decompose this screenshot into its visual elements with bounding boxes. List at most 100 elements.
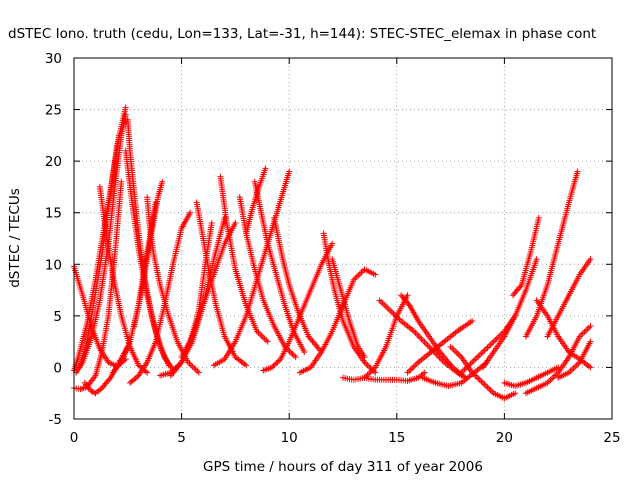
data-point <box>421 369 428 376</box>
x-tick-label: 20 <box>496 430 513 446</box>
y-tick-label: 10 <box>45 257 62 273</box>
data-point <box>329 240 336 247</box>
data-point <box>292 354 299 361</box>
data-series <box>157 214 228 379</box>
data-point <box>469 359 476 366</box>
data-point <box>118 178 125 185</box>
data-point <box>476 376 483 383</box>
data-point <box>415 332 422 339</box>
y-tick-label: 0 <box>53 360 62 376</box>
data-point <box>144 369 151 376</box>
data-point <box>512 390 519 397</box>
data-point <box>489 340 496 347</box>
data-point <box>574 168 581 175</box>
data-point <box>301 348 308 355</box>
data-point <box>271 361 278 368</box>
data-point <box>475 353 482 360</box>
data-point <box>421 339 428 346</box>
data-series <box>296 266 379 376</box>
data-series <box>320 230 379 376</box>
data-point <box>453 349 460 356</box>
data-point <box>122 104 129 111</box>
data-point <box>409 365 416 372</box>
data-point <box>286 168 293 175</box>
data-point <box>410 363 417 370</box>
data-series <box>81 343 131 397</box>
data-series <box>501 364 562 389</box>
x-tick-label: 15 <box>388 430 405 446</box>
data-point <box>486 343 493 350</box>
data-point <box>412 362 419 369</box>
data-point <box>487 341 494 348</box>
data-point <box>582 327 589 334</box>
data-series <box>260 240 336 374</box>
data-point <box>549 375 556 382</box>
data-point <box>258 332 265 339</box>
data-point <box>117 360 124 367</box>
data-point <box>547 376 554 383</box>
data-series <box>544 256 594 340</box>
data-point <box>232 220 239 227</box>
data-point <box>276 357 283 364</box>
data-point <box>417 334 424 341</box>
data-point <box>570 365 577 372</box>
data-point <box>195 369 202 376</box>
data-series <box>122 147 176 373</box>
data-point <box>404 369 411 376</box>
data-point <box>423 340 430 347</box>
data-point <box>473 354 480 361</box>
data-series <box>447 343 519 402</box>
data-point <box>413 360 420 367</box>
data-series <box>243 165 269 237</box>
data-point <box>159 178 166 185</box>
data-point <box>256 331 263 338</box>
data-point <box>262 165 269 172</box>
data-point <box>482 346 489 353</box>
data-point <box>387 307 394 314</box>
data-point <box>550 374 557 381</box>
data-point <box>382 303 389 310</box>
data-point <box>364 362 371 369</box>
data-point <box>376 297 383 304</box>
y-tick-label: 25 <box>45 103 62 119</box>
data-point <box>584 326 591 333</box>
data-point <box>134 373 141 380</box>
data-point <box>372 369 379 376</box>
data-point <box>385 306 392 313</box>
x-tick-label: 5 <box>177 430 186 446</box>
data-series <box>71 178 125 393</box>
data-point <box>194 368 201 375</box>
grid <box>74 58 612 419</box>
data-point <box>405 301 412 308</box>
data-series <box>77 104 129 369</box>
x-tick-label: 0 <box>70 430 79 446</box>
data-series <box>217 173 271 345</box>
data-point <box>492 337 499 344</box>
data-point <box>587 256 594 263</box>
data-point <box>412 329 419 336</box>
data-point <box>455 351 462 358</box>
data-point <box>372 271 379 278</box>
data-point <box>587 338 594 345</box>
data-series <box>522 323 594 397</box>
data-point <box>274 358 281 365</box>
data-point <box>470 357 477 364</box>
data-point <box>456 352 463 359</box>
axes <box>73 57 613 420</box>
data-point <box>188 362 195 369</box>
data-series <box>361 369 428 384</box>
plot-frame <box>73 57 613 420</box>
data-point <box>587 323 594 330</box>
data-point <box>187 209 194 216</box>
data-series <box>479 256 540 371</box>
y-tick-label: 30 <box>45 51 62 67</box>
chart-title: dSTEC Iono. truth (cedu, Lon=133, Lat=-3… <box>8 26 596 42</box>
data-point <box>91 389 98 396</box>
data-point <box>291 352 298 359</box>
y-tick-label: 5 <box>53 309 62 325</box>
data-point <box>517 283 524 290</box>
data-point <box>486 385 493 392</box>
data-point <box>261 335 268 342</box>
y-axis-label: dSTEC / TECUs <box>7 188 23 288</box>
data-series <box>144 194 202 376</box>
